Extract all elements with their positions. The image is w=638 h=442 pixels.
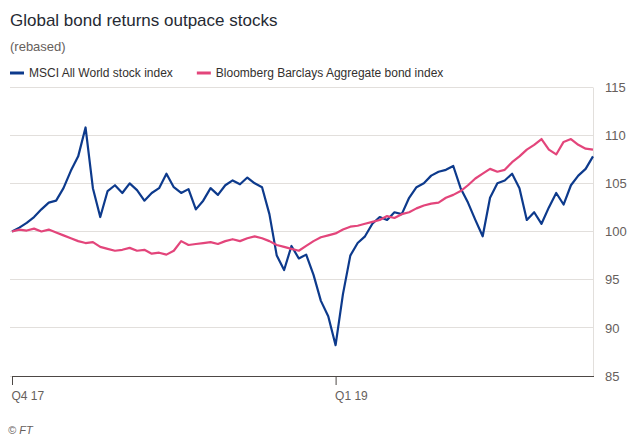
legend-item: Bloomberg Barclays Aggregate bond index: [197, 66, 443, 80]
y-tick-label: 85: [605, 369, 619, 384]
grid-line: [10, 135, 593, 136]
legend-label: MSCI All World stock index: [29, 66, 173, 80]
grid-line: [10, 231, 593, 232]
x-tick: Q4 17: [12, 376, 45, 403]
x-tick-mark: [12, 376, 13, 385]
y-tick-label: 105: [605, 176, 627, 191]
x-axis: Q4 17 Q1 19: [12, 376, 594, 403]
y-tick: 85: [593, 369, 619, 384]
y-tick-label: 90: [605, 320, 619, 335]
legend-label: Bloomberg Barclays Aggregate bond index: [216, 66, 443, 80]
title: Global bond returns outpace stocks: [10, 11, 277, 30]
y-axis: 85 90 95 100 105 110 115: [593, 80, 627, 384]
x-tick-label: Q4 17: [12, 389, 45, 403]
y-tick-label: 115: [605, 80, 626, 95]
y-tick: 105: [593, 176, 627, 191]
grid-line: [10, 87, 593, 88]
grid-line: [10, 279, 593, 280]
x-tick-label: Q1 19: [335, 389, 368, 403]
legend: MSCI All World stock index Bloomberg Barc…: [10, 66, 443, 80]
y-tick-label: 95: [605, 272, 619, 287]
grid-line: [10, 376, 593, 377]
y-tick: 100: [593, 224, 627, 239]
y-tick-label: 100: [605, 224, 627, 239]
plot-lines: [12, 127, 593, 345]
source: © FT: [8, 424, 34, 436]
legend-item: MSCI All World stock index: [10, 66, 173, 80]
x-tick: Q1 19: [335, 376, 368, 403]
chart-container: Global bond returns outpace stocks (rebas…: [0, 0, 638, 442]
series-line: [12, 139, 593, 255]
grid: [10, 87, 593, 376]
y-tick: 110: [593, 128, 626, 143]
y-tick: 95: [593, 272, 619, 287]
series-line: [12, 127, 593, 345]
legend-swatch: [197, 72, 211, 75]
grid-line: [10, 327, 593, 328]
y-tick: 115: [593, 80, 626, 95]
y-axis-line: [593, 88, 594, 377]
subtitle: (rebased): [10, 39, 66, 54]
grid-line: [10, 183, 593, 184]
chart-svg: Global bond returns outpace stocks (rebas…: [0, 0, 638, 442]
y-tick: 90: [593, 320, 619, 335]
x-tick-mark: [336, 376, 337, 385]
legend-swatch: [10, 72, 24, 75]
x-axis-line: [13, 376, 594, 377]
y-tick-label: 110: [605, 128, 626, 143]
